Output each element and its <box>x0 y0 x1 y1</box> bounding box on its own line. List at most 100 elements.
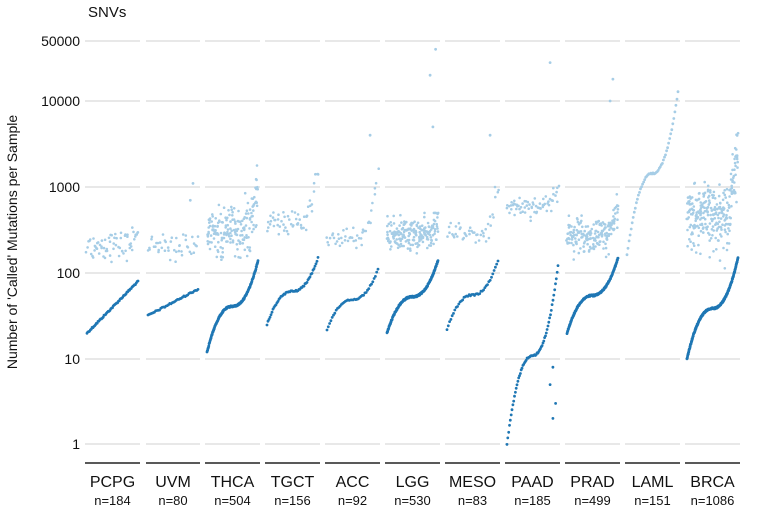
uncalled-point <box>579 230 583 233</box>
uncalled-point <box>686 244 689 248</box>
called-point <box>362 293 365 297</box>
called-point <box>310 272 314 275</box>
uncalled-point <box>429 236 433 239</box>
uncalled-point <box>418 239 421 243</box>
outlier-point <box>548 61 552 64</box>
called-point <box>376 267 380 271</box>
called-point <box>315 259 319 263</box>
uncalled-point <box>267 226 270 229</box>
uncalled-point <box>392 222 396 225</box>
uncalled-point <box>392 214 396 218</box>
uncalled-point <box>595 222 598 225</box>
called-point <box>661 162 664 165</box>
outlier-point <box>428 73 432 77</box>
called-point <box>636 197 639 201</box>
uncalled-point <box>419 233 422 236</box>
uncalled-point <box>583 240 587 243</box>
uncalled-point <box>219 246 222 249</box>
uncalled-point <box>209 234 213 237</box>
uncalled-point <box>431 224 435 228</box>
called-point <box>629 227 633 231</box>
uncalled-point <box>709 237 713 240</box>
called-point <box>516 379 520 383</box>
uncalled-point <box>316 173 320 176</box>
uncalled-point <box>412 228 415 232</box>
uncalled-point <box>731 179 734 182</box>
uncalled-point <box>604 242 607 246</box>
uncalled-point <box>735 134 739 137</box>
uncalled-point <box>726 209 729 212</box>
uncalled-point <box>308 199 312 202</box>
uncalled-point <box>124 249 127 253</box>
uncalled-point <box>231 240 235 244</box>
uncalled-point <box>399 232 403 236</box>
uncalled-point <box>304 228 308 232</box>
uncalled-point <box>248 208 252 211</box>
uncalled-point <box>700 222 704 226</box>
uncalled-point <box>704 200 708 203</box>
uncalled-point <box>103 256 107 260</box>
uncalled-point <box>93 244 97 248</box>
called-point <box>312 267 316 271</box>
uncalled-point <box>242 238 246 242</box>
uncalled-point <box>689 223 693 227</box>
uncalled-point <box>579 221 582 224</box>
uncalled-point <box>708 222 712 225</box>
uncalled-point <box>424 233 428 237</box>
called-point <box>450 314 454 318</box>
called-point <box>316 256 320 259</box>
uncalled-point <box>312 190 316 193</box>
called-point <box>662 158 665 162</box>
uncalled-point <box>221 251 224 254</box>
uncalled-point <box>590 227 594 231</box>
called-point <box>553 288 557 292</box>
uncalled-point <box>237 209 240 213</box>
uncalled-point <box>386 224 389 228</box>
uncalled-point <box>717 194 721 198</box>
uncalled-point <box>725 217 729 220</box>
uncalled-point <box>605 231 608 235</box>
uncalled-point <box>364 229 368 233</box>
uncalled-point <box>282 211 285 214</box>
uncalled-point <box>338 244 342 248</box>
called-point <box>256 259 260 263</box>
called-point <box>492 269 496 272</box>
called-point <box>448 320 451 323</box>
uncalled-point <box>720 235 723 238</box>
uncalled-point <box>688 225 692 229</box>
uncalled-point <box>730 192 734 195</box>
uncalled-point <box>117 254 121 258</box>
uncalled-point <box>607 253 610 256</box>
called-point <box>513 394 516 398</box>
uncalled-point <box>334 242 337 246</box>
uncalled-point <box>390 224 393 227</box>
uncalled-point <box>707 194 711 198</box>
uncalled-point <box>711 196 715 199</box>
called-point <box>446 324 450 328</box>
uncalled-point <box>547 203 551 207</box>
called-point <box>486 283 489 286</box>
uncalled-point <box>357 236 361 240</box>
uncalled-point <box>727 203 731 207</box>
uncalled-point <box>266 229 269 233</box>
outlier-point <box>548 383 552 386</box>
uncalled-point <box>226 223 229 227</box>
uncalled-point <box>425 237 429 241</box>
uncalled-point <box>708 239 711 242</box>
called-point <box>520 366 524 370</box>
uncalled-point <box>465 234 468 238</box>
called-point <box>625 253 629 257</box>
uncalled-point <box>231 218 234 221</box>
uncalled-point <box>702 195 705 198</box>
uncalled-point <box>720 211 724 215</box>
called-point <box>507 430 511 434</box>
uncalled-point <box>238 220 242 223</box>
uncalled-point <box>255 178 258 182</box>
uncalled-point <box>688 238 691 241</box>
y-tick-label: 1 <box>72 436 80 452</box>
uncalled-point <box>102 246 106 250</box>
uncalled-point <box>556 186 559 190</box>
uncalled-point <box>272 224 276 228</box>
uncalled-point <box>702 211 705 215</box>
uncalled-point <box>694 251 698 254</box>
